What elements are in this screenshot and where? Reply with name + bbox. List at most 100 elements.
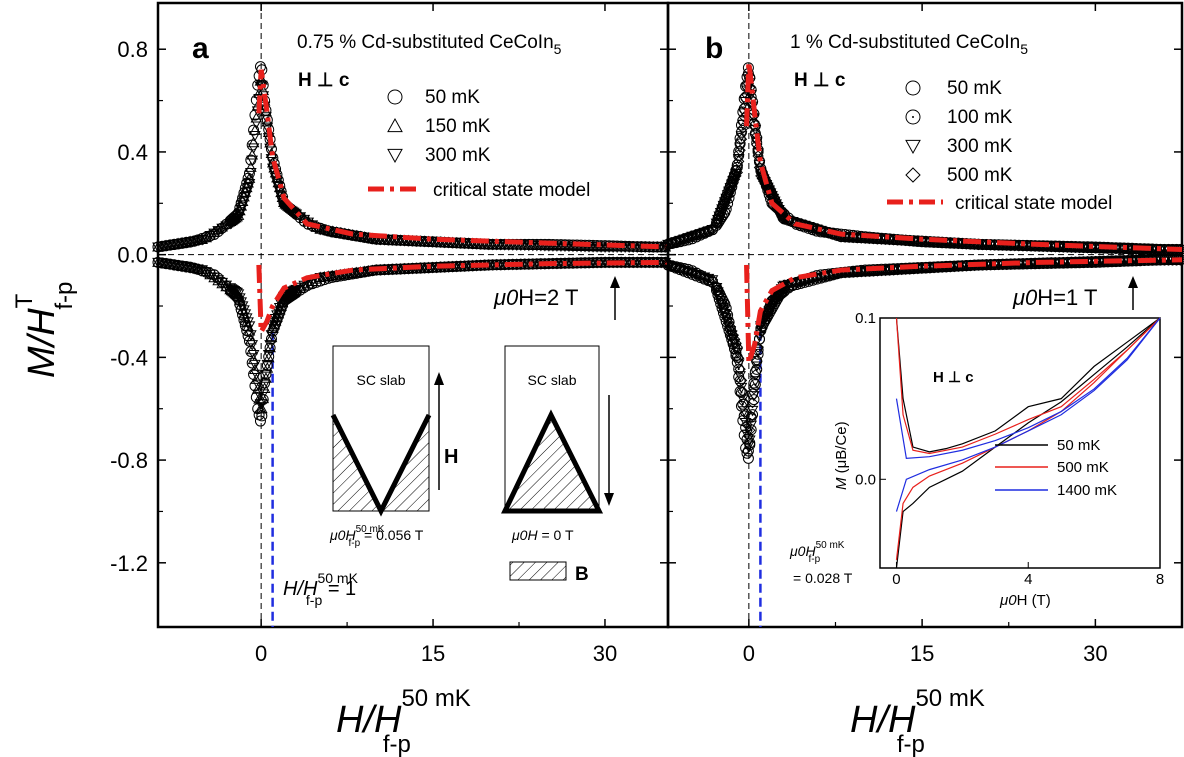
x-tick-label: 15: [910, 641, 934, 666]
data-point: [1158, 254, 1171, 266]
data-point: [716, 297, 728, 309]
data-point: [180, 237, 192, 249]
data-point: [249, 363, 261, 374]
data-point: [686, 268, 699, 280]
data-point: [748, 382, 760, 395]
model-line-upper: [744, 61, 1183, 253]
data-point: [662, 260, 674, 271]
data-point: [244, 161, 257, 172]
data-point: [362, 233, 375, 244]
data-point: [734, 386, 746, 398]
inset-line-upper: [895, 317, 1161, 459]
field-arrow-head: [1128, 276, 1138, 288]
data-point: [246, 148, 259, 160]
data-point: [156, 241, 168, 253]
y-tick-label: -0.4: [110, 345, 148, 370]
data-point: [260, 369, 272, 381]
legend-label: 300 mK: [947, 136, 1013, 157]
y-tick-label: 0.8: [117, 37, 148, 62]
data-point: [731, 341, 744, 353]
data-point: [387, 117, 403, 133]
data-point: [782, 214, 795, 226]
panel-title: 0.75 % Cd-substituted CeCoIn5: [297, 32, 562, 57]
data-point: [236, 200, 249, 212]
data-point: [731, 347, 744, 359]
data-point: [266, 321, 279, 332]
inset-x-tick-label: 4: [1024, 571, 1032, 588]
data-point: [731, 166, 744, 179]
field-arrow-head: [610, 276, 620, 288]
data-point: [674, 263, 686, 275]
inset-line-lower: [895, 317, 1161, 569]
data-point: [670, 235, 682, 248]
inset-x-tick-label: 8: [1156, 571, 1164, 588]
data-point: [244, 330, 257, 341]
data-point: [698, 226, 711, 238]
data-point: [666, 260, 678, 272]
x-tick-label: 15: [421, 641, 445, 666]
data-point: [249, 131, 261, 142]
data-point: [243, 178, 256, 190]
data-point: [287, 286, 300, 297]
data-point: [233, 209, 246, 220]
data-point: [248, 124, 260, 136]
data-point: [264, 340, 276, 351]
inset-line-upper: [895, 317, 1161, 453]
data-point: [247, 136, 260, 148]
data-point: [262, 349, 275, 361]
data-point: [702, 273, 715, 285]
data-point: [160, 241, 172, 252]
data-point: [739, 407, 752, 420]
inset-legend-label: 1400 mK: [1057, 482, 1117, 499]
data-point: [694, 270, 707, 282]
data-point: [164, 259, 176, 271]
data-point: [698, 271, 711, 283]
data-point: [730, 337, 742, 349]
data-point: [666, 237, 678, 249]
data-point: [735, 133, 748, 145]
data-point: [745, 410, 757, 423]
data-point: [753, 331, 766, 343]
data-point: [255, 402, 268, 414]
data-point: [905, 80, 921, 96]
data-point: [686, 267, 698, 279]
data-point: [733, 363, 745, 375]
b-profile-triangle: [501, 409, 604, 514]
data-point: [786, 217, 799, 228]
data-point: [261, 362, 274, 373]
legend-label: 100 mK: [947, 107, 1013, 128]
data-point: [225, 284, 238, 295]
data-point: [257, 389, 270, 400]
data-point: [249, 359, 261, 371]
data-point: [734, 144, 746, 157]
sc-slab-title: SC slab: [356, 372, 405, 388]
data-point: [246, 343, 259, 355]
data-point: [905, 139, 921, 155]
data-point: [1021, 257, 1033, 270]
data-point: [172, 261, 184, 272]
inset-legend-label: 500 mK: [1057, 459, 1109, 476]
data-point: [738, 406, 751, 417]
data-point: [686, 230, 698, 243]
data-point: [232, 213, 245, 225]
panel-label: b: [705, 32, 723, 65]
data-point: [188, 263, 200, 275]
data-point: [732, 155, 745, 168]
data-point: [726, 325, 738, 337]
data-point: [916, 235, 928, 247]
b-profile-edge: [330, 413, 432, 517]
data-point: [256, 410, 268, 422]
data-point: [702, 225, 715, 237]
right-caption: μ0H = 0 T: [511, 527, 574, 543]
data-point: [265, 330, 278, 341]
legend-label: critical state model: [433, 180, 590, 201]
data-point: [662, 259, 674, 271]
data-point: [948, 237, 960, 249]
data-point: [851, 266, 863, 278]
data-point: [763, 185, 775, 198]
data-point-dot: [711, 281, 714, 284]
data-point: [690, 268, 703, 281]
data-point: [819, 227, 831, 238]
panel-label: a: [192, 32, 209, 65]
b-legend-label: B: [575, 564, 589, 585]
